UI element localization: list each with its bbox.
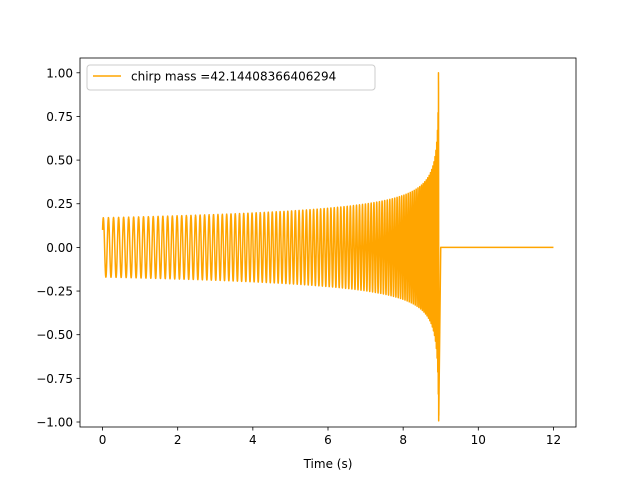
y-tick-label: −1.00 [36, 416, 73, 430]
x-axis-label: Time (s) [303, 457, 353, 471]
x-tick-label: 4 [249, 433, 257, 447]
x-tick-label: 2 [174, 433, 182, 447]
series-line [101, 72, 554, 422]
legend-box [86, 64, 376, 91]
x-tick-label: 0 [99, 433, 107, 447]
y-tick-label: 0.00 [46, 241, 73, 255]
y-tick-label: −0.75 [36, 372, 73, 386]
x-tick-label: 8 [399, 433, 407, 447]
y-tick-label: −0.50 [36, 328, 73, 342]
axes-layer: 0 2 4 6 8 10 12 −1.00 −0.75 −0.50 −0.25 0.00 0.25 0.5… [36, 57, 577, 447]
x-tick-label: 12 [546, 433, 561, 447]
y-tick-label: 0.75 [46, 110, 73, 124]
x-tick-label: 6 [324, 433, 332, 447]
x-tick-label: 10 [471, 433, 486, 447]
y-tick-label: 0.50 [46, 154, 73, 168]
y-tick-label: 0.25 [46, 197, 73, 211]
legend: chirp mass =42.14408366406294 [86, 64, 376, 91]
legend-entry-label: chirp mass =42.14408366406294 [131, 70, 336, 84]
y-tick-label: 1.00 [46, 66, 73, 80]
series-layer [101, 72, 554, 422]
y-tick-label: −0.25 [36, 285, 73, 299]
